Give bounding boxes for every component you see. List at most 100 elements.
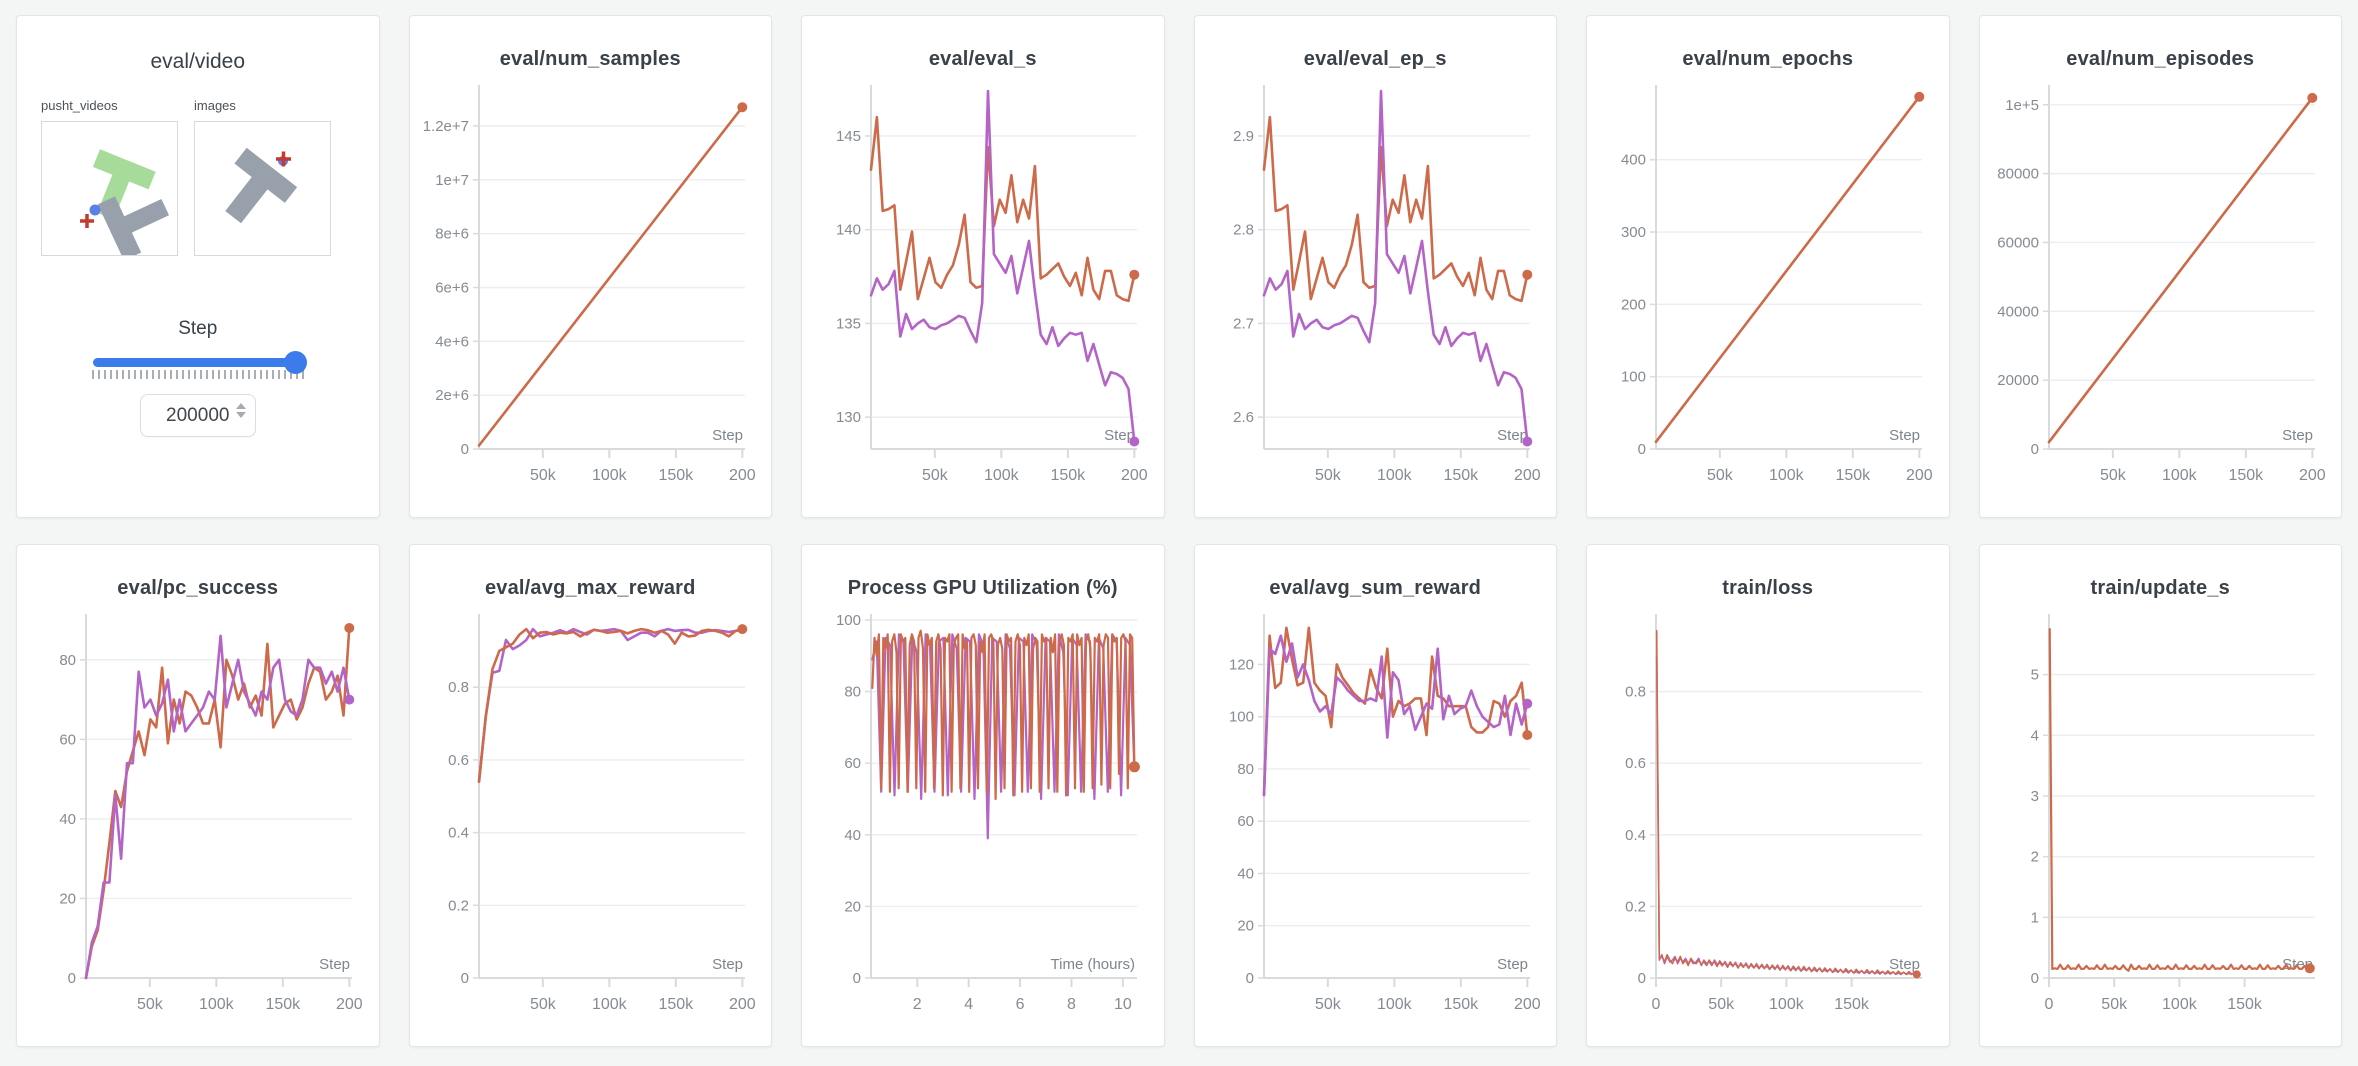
agent-dot (89, 204, 101, 216)
chart-canvas-eval-num-episodes[interactable]: 0 20000 40000 60000 80000 1e+5 50k 100k 150k 200 S… (1991, 79, 2330, 501)
video-thumbnail-pusht-videos[interactable] (41, 121, 178, 261)
svg-text:50k: 50k (1315, 996, 1342, 1013)
chart-title: train/update_s (2090, 577, 2230, 599)
svg-text:200: 200 (729, 467, 756, 484)
chart-canvas-eval-num-epochs[interactable]: 0 100 200 300 400 50k 100k 150k 200 Step (1598, 79, 1937, 501)
svg-text:120: 120 (1229, 656, 1254, 673)
video-panel-title: eval/video (150, 50, 246, 73)
svg-text:0.4: 0.4 (1625, 827, 1646, 844)
panel-train-update-s[interactable]: train/update_s 0 1 2 3 4 5 0 50k 100k 150k Step (1978, 544, 2342, 1047)
chart-canvas-eval-pc-success[interactable]: 0 20 40 60 80 50k 100k 150k 200 Step (28, 608, 367, 1030)
svg-text:Step: Step (1497, 956, 1528, 973)
svg-text:200: 200 (336, 996, 363, 1013)
chart-title: train/loss (1722, 577, 1814, 599)
svg-text:50k: 50k (530, 467, 557, 484)
svg-text:200: 200 (2299, 467, 2326, 484)
svg-text:50k: 50k (1315, 467, 1342, 484)
svg-text:100k: 100k (2162, 996, 2198, 1013)
svg-text:100k: 100k (199, 996, 235, 1013)
svg-text:6e+6: 6e+6 (435, 279, 469, 296)
svg-text:5: 5 (2030, 667, 2038, 684)
svg-text:200: 200 (1514, 467, 1541, 484)
svg-text:60: 60 (1237, 813, 1254, 830)
svg-text:0.8: 0.8 (448, 679, 469, 696)
svg-text:200: 200 (729, 996, 756, 1013)
step-number-input[interactable]: 200000 (139, 394, 256, 437)
svg-text:100k: 100k (1377, 996, 1413, 1013)
video-thumbnail-images[interactable] (194, 121, 331, 256)
svg-text:100k: 100k (1769, 467, 1805, 484)
panel-eval-num-episodes[interactable]: eval/num_episodes 0 20000 40000 60000 80000 1… (1978, 15, 2342, 518)
svg-text:100k: 100k (1769, 996, 1805, 1013)
panel-eval-pc-success[interactable]: eval/pc_success 0 20 40 60 80 50k 100k 150k 200 S… (16, 544, 380, 1047)
svg-text:2: 2 (913, 996, 922, 1013)
step-slider-thumb[interactable] (283, 351, 307, 374)
panel-eval-eval-ep-s[interactable]: eval/eval_ep_s 2.6 2.7 2.8 2.9 50k 100k 150k 20… (1193, 15, 1557, 518)
svg-text:150k: 150k (1443, 467, 1479, 484)
chart-canvas-eval-avg-sum-reward[interactable]: 0 20 40 60 80 100 120 50k 100k 150k 200 Step (1206, 608, 1545, 1030)
media-thumbnails: pusht_videos (17, 98, 379, 261)
svg-text:0: 0 (853, 970, 861, 987)
panel-process-gpu-utilization[interactable]: Process GPU Utilization (%) 0 20 40 60 80 100… (801, 544, 1165, 1047)
svg-text:20: 20 (845, 898, 862, 915)
panel-eval-avg-max-reward[interactable]: eval/avg_max_reward 0 0.2 0.4 0.6 0.8 50k 100k… (408, 544, 772, 1047)
chart-canvas-eval-eval-ep-s[interactable]: 2.6 2.7 2.8 2.9 50k 100k 150k 200 Step (1206, 79, 1545, 501)
goal-cross (80, 214, 94, 228)
svg-text:100k: 100k (592, 467, 628, 484)
svg-text:150k: 150k (1443, 996, 1479, 1013)
svg-text:150k: 150k (658, 996, 694, 1013)
svg-text:150k: 150k (658, 467, 694, 484)
svg-text:80: 80 (1237, 761, 1254, 778)
svg-text:200: 200 (1906, 467, 1933, 484)
svg-text:Step: Step (1497, 427, 1528, 444)
panel-eval-video[interactable]: eval/video pusht_videos (16, 15, 380, 518)
panel-eval-num-epochs[interactable]: eval/num_epochs 0 100 200 300 400 50k 100k 150k… (1586, 15, 1950, 518)
svg-text:8: 8 (1067, 996, 1076, 1013)
media-key-label: images (194, 98, 236, 113)
svg-text:2e+6: 2e+6 (435, 387, 469, 404)
svg-text:0.2: 0.2 (448, 897, 469, 914)
svg-text:50k: 50k (2100, 467, 2127, 484)
svg-text:150k: 150k (266, 996, 302, 1013)
svg-text:50k: 50k (922, 467, 949, 484)
chart-canvas-eval-eval-s[interactable]: 130 135 140 145 50k 100k 150k 200 Step (813, 79, 1152, 501)
svg-text:50k: 50k (530, 996, 557, 1013)
decrement-icon[interactable] (235, 412, 246, 418)
svg-text:1e+5: 1e+5 (2005, 97, 2039, 114)
svg-text:100k: 100k (1377, 467, 1413, 484)
chart-canvas-train-loss[interactable]: 0 0.2 0.4 0.6 0.8 0 50k 100k 150k Step (1598, 608, 1937, 1030)
svg-text:150k: 150k (1836, 467, 1872, 484)
chart-canvas-eval-num-samples[interactable]: 0 2e+6 4e+6 6e+6 8e+6 1e+7 1.2e+7 50k 100k 150k 20… (421, 79, 760, 501)
svg-text:4: 4 (2030, 727, 2038, 744)
stepper-arrows[interactable] (235, 403, 246, 418)
svg-text:4e+6: 4e+6 (435, 333, 469, 350)
panel-eval-avg-sum-reward[interactable]: eval/avg_sum_reward 0 20 40 60 80 100 120 50k 10… (1193, 544, 1557, 1047)
chart-title: eval/eval_s (928, 48, 1037, 70)
svg-text:40: 40 (1237, 865, 1254, 882)
chart-canvas-process-gpu-utilization[interactable]: 0 20 40 60 80 100 2 4 6 8 10 Time (hours) (813, 608, 1152, 1030)
chart-title: eval/avg_sum_reward (1269, 577, 1482, 599)
svg-text:3: 3 (2030, 788, 2038, 805)
increment-icon[interactable] (235, 403, 246, 409)
svg-text:6: 6 (1016, 996, 1025, 1013)
step-slider-ticks (91, 370, 304, 379)
step-slider[interactable] (92, 351, 307, 374)
svg-text:150k: 150k (1051, 467, 1087, 484)
step-slider-track[interactable] (92, 358, 303, 367)
svg-text:60: 60 (60, 731, 77, 748)
svg-text:40: 40 (60, 811, 77, 828)
svg-text:150k: 150k (2227, 996, 2263, 1013)
svg-text:0: 0 (1638, 970, 1646, 987)
svg-text:200: 200 (1121, 467, 1148, 484)
goal-cross (276, 151, 291, 167)
svg-text:140: 140 (836, 222, 861, 239)
panel-train-loss[interactable]: train/loss 0 0.2 0.4 0.6 0.8 0 50k 100k 150k Step (1586, 544, 1950, 1047)
panel-eval-num-samples[interactable]: eval/num_samples 0 2e+6 4e+6 6e+6 8e+6 1e+7 1.… (408, 15, 772, 518)
chart-canvas-eval-avg-max-reward[interactable]: 0 0.2 0.4 0.6 0.8 50k 100k 150k 200 Step (421, 608, 760, 1030)
svg-text:135: 135 (836, 315, 861, 332)
svg-text:Step: Step (1889, 956, 1920, 973)
svg-text:400: 400 (1621, 152, 1646, 169)
panel-eval-eval-s[interactable]: eval/eval_s 130 135 140 145 50k 100k 150k 200 St… (801, 15, 1165, 518)
